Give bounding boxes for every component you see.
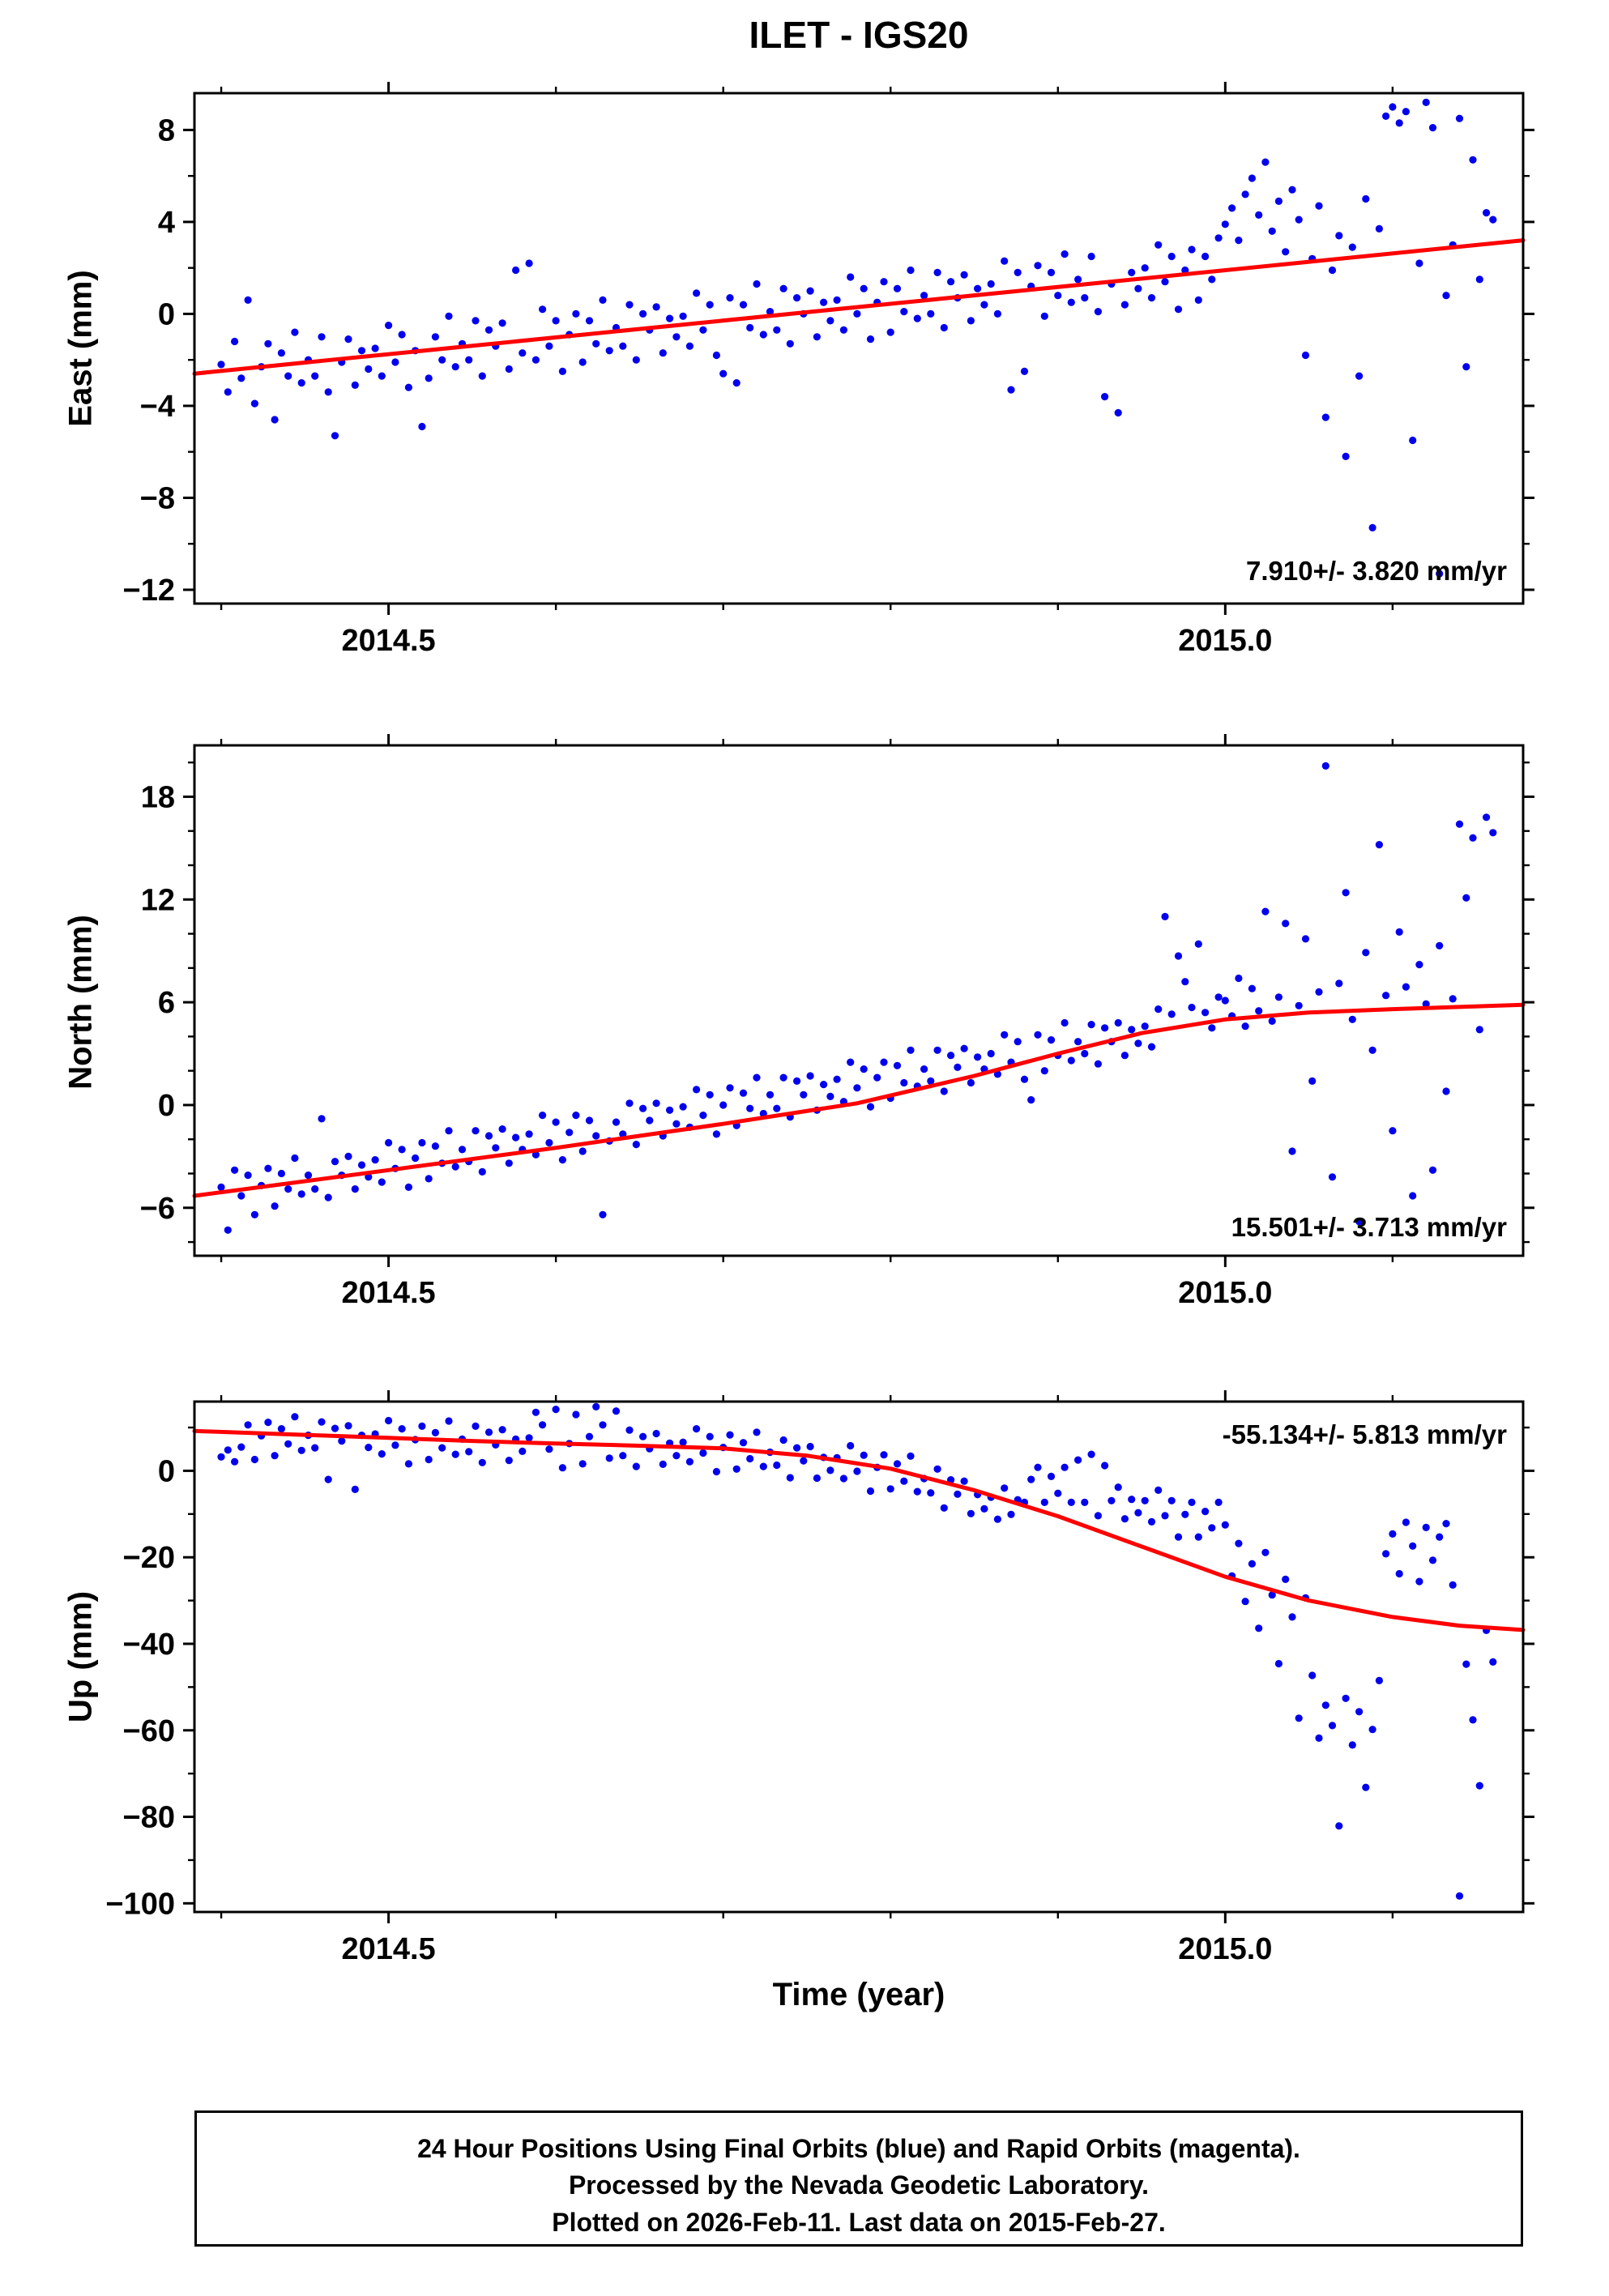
panel-north-frame: [193, 744, 1525, 1257]
ytick-label: 4: [158, 206, 175, 240]
panel-east-frame: [193, 92, 1525, 605]
panel-north: 2014.5 2015.0 −6 0 6 12 18: [140, 734, 1534, 1310]
ytick-label: −6: [140, 1192, 175, 1226]
ytick-label: 12: [141, 883, 175, 917]
caption-line-3: Plotted on 2026-Feb-11. Last data on 201…: [552, 2207, 1166, 2237]
east-rate-label: 7.910+/- 3.820 mm/yr: [1246, 556, 1507, 586]
ytick-label: −100: [105, 1887, 175, 1921]
panel-up-frame: [193, 1400, 1525, 1914]
ytick-label: 0: [158, 1454, 175, 1488]
up-rate-label: -55.134+/- 5.813 mm/yr: [1222, 1419, 1507, 1449]
ytick-label: −80: [123, 1801, 175, 1835]
north-axis-label: North (mm): [62, 915, 99, 1090]
ytick-label: −8: [140, 481, 175, 515]
ytick-label: 0: [158, 1089, 175, 1123]
xtick-label: 2015.0: [1178, 1932, 1272, 1966]
ytick-label: −40: [123, 1628, 175, 1662]
xtick-label: 2014.5: [341, 624, 435, 658]
panel-east-trend: [192, 238, 1526, 376]
panel-east-points: [217, 98, 1497, 578]
xtick-label: 2015.0: [1178, 1276, 1272, 1310]
north-rate-label: 15.501+/- 3.713 mm/yr: [1231, 1212, 1507, 1242]
xtick-label: 2015.0: [1178, 624, 1272, 658]
ytick-label: −60: [123, 1714, 175, 1748]
caption-box: 24 Hour Positions Using Final Orbits (bl…: [194, 2110, 1523, 2247]
ytick-label: 18: [141, 780, 175, 814]
panel-east: 2014.5 2015.0 −12 −8 −4 0 4 8: [123, 82, 1534, 658]
east-axis-label: East (mm): [62, 270, 99, 427]
ytick-label: 8: [158, 113, 175, 147]
panel-north-trend: [192, 1002, 1526, 1198]
xtick-label: 2014.5: [341, 1932, 435, 1966]
panel-up-points: [217, 1402, 1497, 1900]
ytick-label: −4: [140, 390, 175, 424]
panel-up: 2014.5 2015.0 0 −20 −40 −60 −80 −100: [105, 1390, 1534, 1966]
ytick-label: −20: [123, 1541, 175, 1575]
panel-up-trend: [192, 1428, 1526, 1632]
panel-north-points: [217, 762, 1497, 1234]
xtick-label: 2014.5: [341, 1276, 435, 1310]
ytick-label: −12: [123, 574, 175, 608]
ytick-label: 6: [158, 986, 175, 1020]
ytick-label: 0: [158, 297, 175, 331]
page-title: ILET - IGS20: [749, 14, 969, 56]
up-axis-label: Up (mm): [62, 1590, 99, 1723]
caption-line-2: Processed by the Nevada Geodetic Laborat…: [568, 2170, 1150, 2200]
time-axis-label: Time (year): [772, 1977, 945, 2012]
caption-line-1: 24 Hour Positions Using Final Orbits (bl…: [417, 2134, 1300, 2163]
